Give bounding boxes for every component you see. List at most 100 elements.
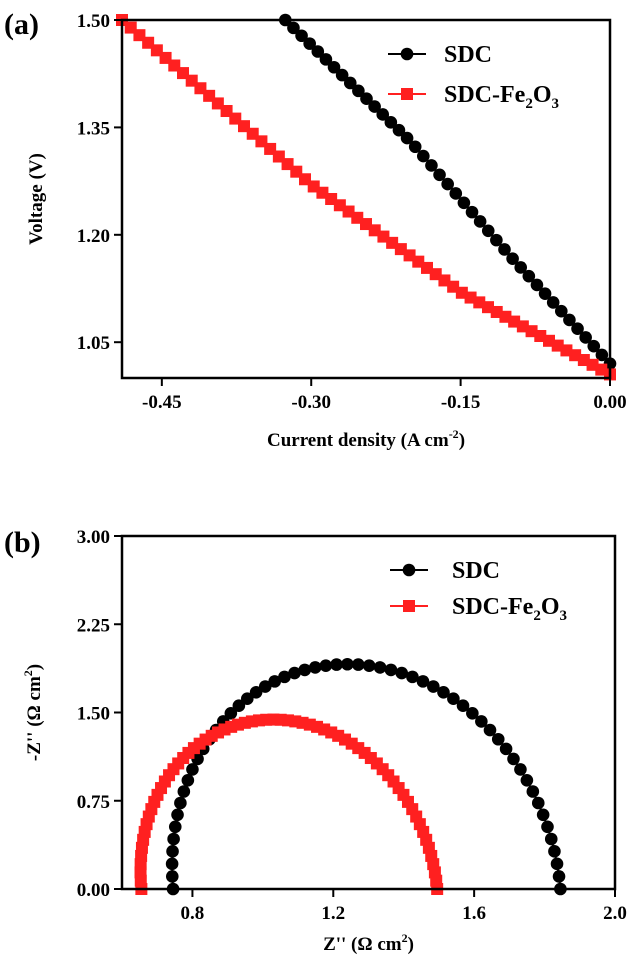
data-point — [408, 140, 422, 154]
legend-entry: SDC — [390, 558, 500, 584]
data-point — [319, 659, 333, 672]
data-point — [554, 304, 568, 318]
data-point — [447, 692, 460, 706]
data-point — [167, 832, 180, 846]
legend-entry: SDC-Fe2O3 — [390, 594, 567, 624]
data-point — [526, 785, 540, 798]
y-axis-title-text: -Z'' (Ω cm — [24, 676, 45, 761]
data-point — [433, 168, 446, 182]
data-point — [520, 773, 534, 787]
data-point — [546, 296, 560, 309]
data-point — [308, 661, 322, 674]
data-point — [288, 666, 301, 680]
data-point — [177, 785, 191, 798]
data-point — [508, 315, 521, 328]
y-tick-label: 1.05 — [77, 333, 110, 354]
x-axis-title-sup: 2 — [402, 931, 408, 945]
data-point — [327, 60, 341, 74]
legend-label: SDC-Fe2O3 — [452, 594, 567, 624]
data-point — [232, 699, 246, 713]
data-point — [548, 845, 561, 858]
data-point — [490, 233, 503, 247]
series-sdc — [279, 13, 617, 370]
data-point — [303, 37, 316, 50]
series-line — [121, 19, 611, 376]
data-point — [384, 663, 398, 677]
x-tick-label: 2.0 — [603, 903, 627, 924]
data-point — [240, 692, 254, 706]
data-point — [168, 820, 182, 834]
x-tick-label: -0.15 — [441, 392, 481, 413]
legend-label: SDC — [444, 42, 492, 68]
y-tick-label: 1.50 — [77, 11, 110, 32]
legend: SDC SDC-Fe2O3 — [388, 42, 559, 112]
data-point — [507, 752, 520, 766]
plot-frame — [120, 534, 617, 891]
y-tick-label: 0.75 — [77, 792, 110, 813]
data-point — [181, 773, 195, 787]
series-line — [171, 663, 562, 890]
series-sdc-fe2o3 — [116, 14, 616, 381]
x-axis-title-sup: -2 — [449, 427, 459, 441]
x-axis-title-text: Current density (A cm — [267, 430, 449, 451]
data-point — [400, 131, 414, 145]
data-point — [295, 29, 308, 43]
y-tick-label: 1.35 — [77, 118, 110, 139]
data-point — [522, 269, 536, 283]
legend-marker — [401, 88, 413, 100]
data-point — [514, 261, 528, 274]
panel-label: (b) — [4, 526, 41, 559]
data-point — [498, 243, 511, 256]
data-point — [587, 339, 601, 353]
legend-label: SDC — [452, 558, 500, 584]
data-point — [253, 714, 266, 727]
x-tick-label: -0.45 — [142, 392, 182, 413]
series-sdc — [165, 657, 567, 896]
data-point — [165, 857, 179, 871]
series-sdc-fe2o3 — [134, 713, 444, 895]
legend-label: SDC-Fe2O3 — [444, 82, 559, 112]
data-point — [417, 149, 430, 163]
legend-label-text: SDC-Fe — [444, 82, 526, 108]
data-point — [343, 76, 357, 90]
y-tick-label: 1.50 — [77, 704, 110, 725]
data-point — [530, 278, 544, 292]
legend-label-text-end: O — [541, 594, 560, 620]
data-point — [483, 723, 497, 737]
data-point — [571, 322, 584, 335]
x-tick-label: 0.00 — [593, 392, 626, 413]
data-point — [376, 108, 390, 121]
legend-label-sub: 2 — [525, 96, 533, 112]
data-point — [319, 53, 333, 66]
data-point — [475, 715, 488, 728]
data-point — [360, 92, 373, 106]
data-point — [406, 670, 419, 684]
data-point — [416, 675, 430, 688]
data-point — [362, 659, 376, 672]
legend-label-sub: 3 — [560, 608, 568, 624]
plot-frame — [120, 18, 612, 380]
x-tick-label: 1.6 — [462, 903, 486, 924]
data-point — [552, 870, 566, 883]
legend-label-text: SDC-Fe — [452, 594, 534, 620]
data-point — [538, 287, 552, 300]
data-point — [166, 845, 179, 858]
y-axis-title: Voltage (V) — [26, 153, 47, 245]
data-point — [352, 84, 365, 98]
data-point — [449, 187, 463, 200]
legend-marker — [403, 600, 415, 612]
data-point — [373, 661, 387, 674]
data-point — [536, 808, 550, 822]
data-point — [465, 205, 479, 219]
x-tick-label: 1.2 — [321, 903, 345, 924]
data-point — [437, 685, 450, 699]
data-point — [124, 21, 137, 34]
y-axis-title-end: ) — [24, 664, 45, 670]
legend-entry: SDC-Fe2O3 — [388, 82, 559, 112]
y-tick-label: 2.25 — [77, 615, 110, 636]
x-axis-title: Z'' (Ω cm2) — [323, 931, 414, 955]
data-point — [287, 21, 300, 35]
data-point — [506, 252, 519, 265]
data-point — [395, 666, 409, 680]
